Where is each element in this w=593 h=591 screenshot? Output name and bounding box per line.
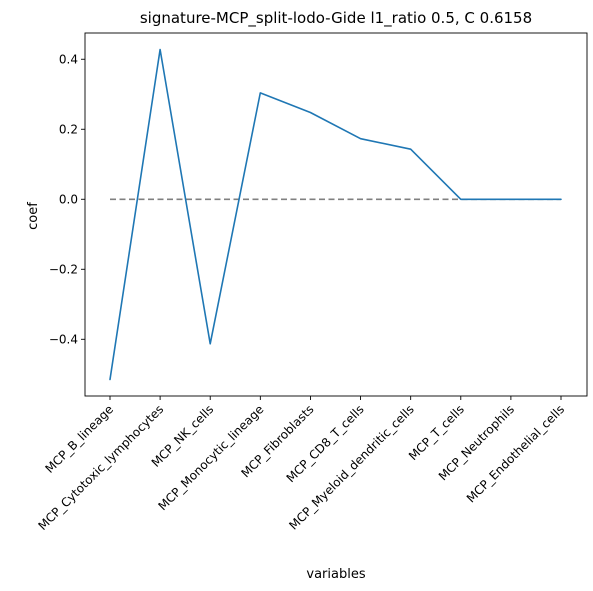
y-tick-label: 0.0 — [59, 192, 78, 206]
y-tick-label: 0.4 — [59, 52, 78, 66]
y-tick-label: 0.2 — [59, 122, 78, 136]
y-tick-label: −0.2 — [49, 262, 78, 276]
chart-title: signature-MCP_split-lodo-Gide l1_ratio 0… — [140, 9, 532, 28]
series-line — [109, 48, 562, 381]
y-tick-label: −0.4 — [49, 332, 78, 346]
axes-frame — [84, 32, 588, 397]
y-axis-label: coef — [26, 202, 41, 230]
x-axis-label: variables — [306, 567, 365, 582]
